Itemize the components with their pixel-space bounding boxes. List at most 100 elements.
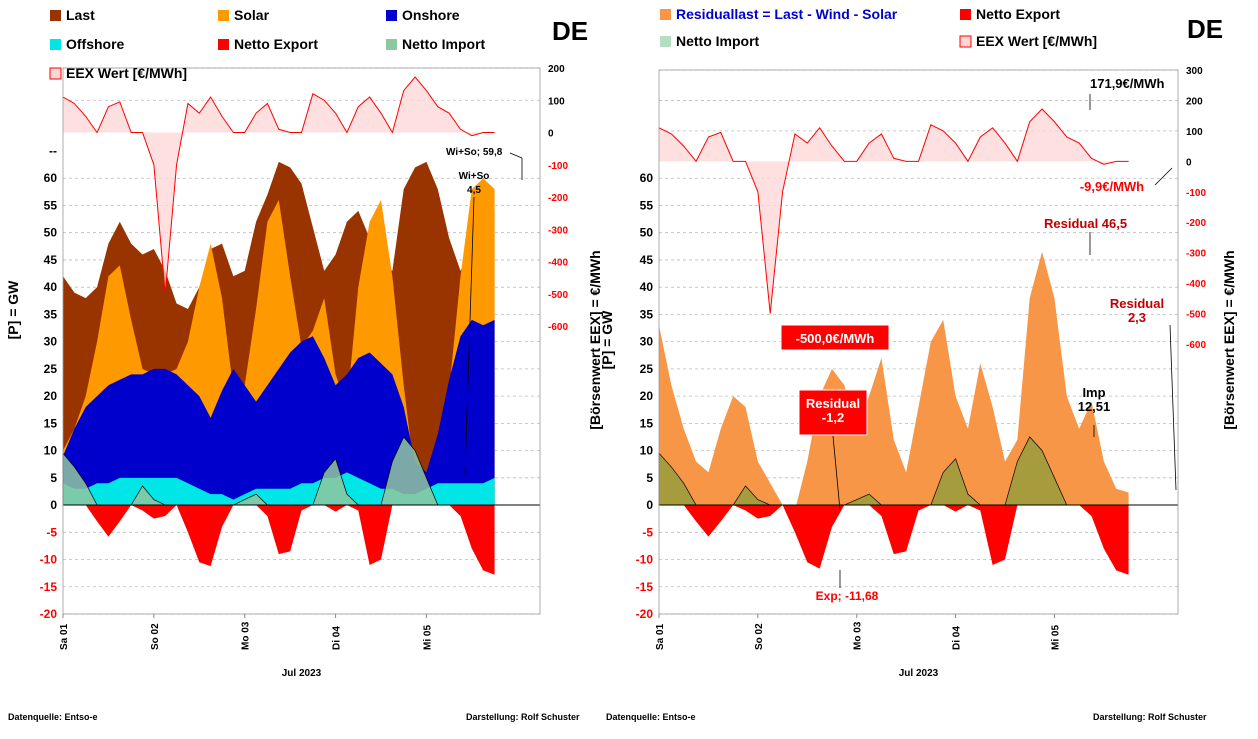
legend-swatch bbox=[660, 9, 671, 20]
legend-label: Last bbox=[66, 7, 95, 23]
left-source-credit: Datenquelle: Entso-e bbox=[8, 712, 98, 722]
x-tick-label: Di 04 bbox=[332, 626, 343, 650]
plot-frame bbox=[658, 69, 1179, 615]
y2-tick-label: 0 bbox=[548, 129, 554, 140]
y-tick-label: 30 bbox=[640, 335, 654, 349]
y-tick-label: 40 bbox=[640, 280, 654, 294]
y-tick-label: 55 bbox=[640, 198, 654, 212]
y2-tick-label: -200 bbox=[548, 193, 568, 204]
x-tick-label: Mo 03 bbox=[241, 621, 252, 650]
y2-tick-label: 0 bbox=[1186, 157, 1192, 168]
annotation-leader bbox=[1169, 324, 1177, 491]
y2-axis-title: [Börsenwert EEX] = €/MWh bbox=[1221, 250, 1237, 429]
annotation-residual-end-line: Residual bbox=[1110, 296, 1164, 311]
legend-label: Offshore bbox=[66, 36, 125, 52]
annotation-box bbox=[780, 324, 890, 351]
x-tick-label: Mo 03 bbox=[853, 621, 864, 650]
legend-swatch bbox=[218, 10, 229, 21]
y-tick-label: 0 bbox=[50, 498, 57, 512]
y-tick-label: -15 bbox=[40, 580, 58, 594]
annotation-residual-min: Residual-1,2 bbox=[806, 396, 860, 425]
y-tick-label: 55 bbox=[44, 198, 58, 212]
area-onshore bbox=[63, 319, 495, 506]
legend-swatch bbox=[386, 39, 397, 50]
y-tick-label: 60 bbox=[640, 171, 654, 185]
x-tick-label: Sa 01 bbox=[655, 623, 666, 650]
line-eex-price bbox=[658, 108, 1129, 314]
annotation-import-max-line: 12,51 bbox=[1078, 399, 1111, 414]
annotation-price-end: -9,9€/MWh bbox=[1080, 179, 1144, 194]
y2-tick-label: -200 bbox=[1186, 218, 1206, 229]
y-tick-label: 5 bbox=[50, 471, 57, 485]
annotation-wi-so-max: Wi+So; 59,8 bbox=[446, 147, 503, 158]
annotation-price-min: -500,0€/MWh bbox=[796, 331, 875, 346]
annotation-leader bbox=[509, 152, 523, 159]
y2-tick-label: -400 bbox=[548, 258, 568, 269]
legend-label: Netto Export bbox=[976, 6, 1060, 22]
x-tick-label: Mi 05 bbox=[422, 625, 433, 650]
y2-tick-label: 200 bbox=[548, 64, 565, 75]
chart-2: 605550454035302520151050-5-10-15-2030020… bbox=[599, 6, 1237, 679]
annotation-import-max-line: Imp bbox=[1082, 385, 1105, 400]
legend-label: Netto Import bbox=[402, 36, 486, 52]
y-tick-label: 30 bbox=[44, 335, 58, 349]
y-tick-label: 35 bbox=[44, 307, 58, 321]
chart-title: DE bbox=[552, 16, 588, 46]
annotation-box bbox=[798, 389, 868, 436]
x-axis-label: Jul 2023 bbox=[899, 668, 939, 679]
y2-tick-label: 100 bbox=[1186, 127, 1203, 138]
annotation-export-min: Exp; -11,68 bbox=[816, 589, 879, 603]
y-tick-label: 45 bbox=[640, 253, 654, 267]
legend-label: EEX Wert [€/MWh] bbox=[976, 33, 1097, 49]
x-tick-label: So 02 bbox=[150, 623, 161, 650]
y-tick-label: 10 bbox=[640, 444, 654, 458]
y-tick-label: -20 bbox=[636, 607, 654, 621]
legend-swatch bbox=[50, 10, 61, 21]
y2-tick-label: -100 bbox=[548, 161, 568, 172]
legend-swatch bbox=[49, 67, 62, 80]
y2-tick-label: -400 bbox=[1186, 279, 1206, 290]
x-tick-label: Di 04 bbox=[952, 626, 963, 650]
y2-tick-label: -500 bbox=[1186, 310, 1206, 321]
annotation-residual-max: Residual 46,5 bbox=[1044, 216, 1127, 231]
y2-tick-label: 300 bbox=[1186, 66, 1203, 77]
y-tick-label: 0 bbox=[646, 498, 653, 512]
y-tick-label: 60 bbox=[44, 171, 58, 185]
legend-label: Residuallast = Last - Wind - Solar bbox=[676, 6, 898, 22]
area-eex-price bbox=[63, 77, 495, 294]
y2-tick-label: 100 bbox=[548, 96, 565, 107]
legend-swatch bbox=[386, 10, 397, 21]
y-tick-label: 5 bbox=[646, 471, 653, 485]
y-axis-title: [P] = GW bbox=[5, 280, 21, 340]
legend-label: Onshore bbox=[402, 7, 460, 23]
y2-tick-label: -300 bbox=[1186, 249, 1206, 260]
chart-title: DE bbox=[1187, 14, 1223, 44]
y-tick-label: -- bbox=[49, 144, 57, 158]
annotation-residual-end-line: 2,3 bbox=[1128, 310, 1146, 325]
y2-axis-title: [Börsenwert EEX] = €/MWh bbox=[587, 250, 603, 429]
annotation-leader bbox=[1154, 167, 1173, 186]
annotation-wi-so-min: Wi+So 4,5 bbox=[459, 171, 490, 196]
legend-swatch bbox=[960, 9, 971, 20]
y-tick-label: -10 bbox=[40, 553, 58, 567]
legend-label: Netto Export bbox=[234, 36, 318, 52]
y-tick-label: 35 bbox=[640, 307, 654, 321]
chart-1: --605550454035302520151050-5-10-15-20200… bbox=[5, 7, 603, 679]
y2-tick-label: 200 bbox=[1186, 96, 1203, 107]
y-tick-label: -20 bbox=[40, 607, 58, 621]
annotation-price-max: 171,9€/MWh bbox=[1090, 76, 1164, 91]
legend-swatch bbox=[218, 39, 229, 50]
y-tick-label: 25 bbox=[44, 362, 58, 376]
left-author-credit: Darstellung: Rolf Schuster bbox=[466, 712, 580, 722]
legend-label: Solar bbox=[234, 7, 270, 23]
y-tick-label: -15 bbox=[636, 580, 654, 594]
right-source-credit: Datenquelle: Entso-e bbox=[606, 712, 696, 722]
y2-tick-label: -600 bbox=[1186, 340, 1206, 351]
x-axis-label: Jul 2023 bbox=[282, 668, 322, 679]
y2-tick-label: -500 bbox=[548, 290, 568, 301]
annotation-residual-min-line: Residual bbox=[806, 396, 860, 411]
annotation-wi-so-min-line: 4,5 bbox=[467, 185, 481, 196]
y-tick-label: -10 bbox=[636, 553, 654, 567]
plot-frame bbox=[62, 67, 541, 615]
